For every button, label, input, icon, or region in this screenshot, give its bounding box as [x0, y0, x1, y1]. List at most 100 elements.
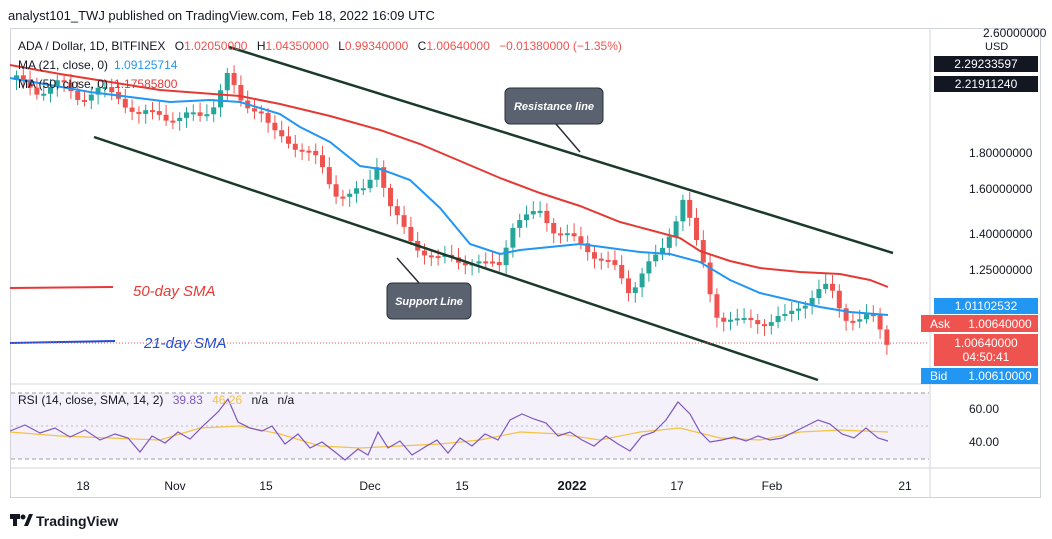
price-tick: 1.60000000 [969, 182, 1033, 196]
time-tick: Dec [359, 479, 380, 493]
candle-body [320, 155, 325, 168]
time-tick-year: 2022 [558, 478, 587, 493]
candle-body [197, 112, 203, 116]
candle-body [605, 259, 611, 262]
candle-body [190, 112, 196, 115]
candle-body [870, 314, 876, 317]
candle-body [707, 262, 713, 295]
candle-body [639, 273, 645, 288]
candle-body [367, 179, 373, 189]
candle-body [816, 289, 822, 299]
time-tick: 17 [670, 479, 684, 493]
candle-body [299, 149, 305, 152]
candle-body [265, 112, 271, 123]
ma21-price-tag [934, 298, 1038, 314]
candle-body [388, 187, 393, 207]
bid-label: Bid [930, 369, 947, 383]
candle-body [680, 199, 686, 222]
candle-body [374, 167, 380, 180]
candle-body [163, 114, 169, 121]
last-price-tag [934, 334, 1038, 366]
candle-body [843, 308, 849, 321]
candle-body [401, 215, 407, 227]
candle-body [204, 114, 210, 117]
candle-body [177, 117, 183, 122]
legend-ma50: MA (50, close, 0) 1.17585800 [18, 77, 178, 91]
candle-body [768, 322, 774, 326]
candle-body [14, 75, 19, 80]
candle-body [612, 260, 618, 265]
candle-body [592, 252, 597, 259]
candle-body [150, 110, 155, 113]
price-tag-dark-2 [934, 76, 1038, 92]
candle-body [292, 143, 298, 150]
rsi-legend: RSI (14, close, SMA, 14, 2) 39.83 46.26 … [18, 393, 295, 407]
ask-label: Ask [930, 317, 951, 331]
time-tick: 18 [76, 479, 90, 493]
candle-body [381, 167, 387, 188]
sma50-legend-line [9, 286, 114, 289]
candle-body [88, 94, 94, 101]
price-tag-dark-1-text: 2.29233597 [954, 57, 1018, 71]
price-tick: 1.80000000 [969, 146, 1033, 160]
candle-body [279, 130, 285, 137]
price-tag-dark-2-text: 2.21911240 [955, 77, 1018, 91]
ma21-line [9, 77, 889, 316]
sma21-annotation: 21-day SMA [143, 335, 227, 352]
bid-value: 1.00610000 [968, 369, 1032, 383]
candle-body [136, 111, 142, 114]
candle-body [435, 256, 441, 259]
candle-body [326, 167, 332, 185]
candle-body [830, 283, 835, 291]
candle-body [143, 110, 149, 114]
candle-body [809, 298, 815, 306]
candle-body [82, 99, 87, 102]
candle-body [544, 210, 550, 224]
resistance-trendline [228, 45, 894, 255]
candle-body [170, 120, 176, 123]
price-tick: 1.40000000 [969, 227, 1033, 241]
candle-body [313, 150, 319, 156]
candle-body [252, 108, 257, 112]
candle-body [564, 233, 570, 236]
candle-body [728, 319, 733, 322]
rsi-line [9, 397, 889, 461]
footer-brand: TradingView [36, 513, 118, 529]
candle-body [102, 87, 108, 90]
candle-body [646, 261, 652, 274]
candle-body [476, 261, 482, 264]
price-tag-dark-1 [934, 56, 1038, 72]
price-tick: 2.60000000 [983, 26, 1047, 40]
candle-body [218, 90, 223, 108]
candle-body [857, 319, 863, 322]
resistance-callout: Resistance line [504, 87, 604, 153]
ask-tag [921, 315, 1038, 332]
candle-body [836, 290, 842, 309]
candle-body [41, 93, 47, 96]
candle-body [68, 82, 74, 92]
ask-value: 1.00640000 [968, 317, 1032, 331]
candle-body [238, 84, 244, 101]
candle-body [490, 261, 495, 264]
candle-body [496, 262, 502, 266]
candle-body [571, 233, 577, 237]
ma21-price-tag-text: 1.01102532 [955, 299, 1018, 313]
candle-body [408, 226, 414, 242]
candle-body [666, 236, 672, 248]
time-tick: 21 [898, 479, 912, 493]
candle-body [721, 317, 727, 322]
candle-body [272, 122, 278, 131]
support-label: Support Line [395, 296, 463, 308]
candle-body [632, 287, 638, 293]
candle-body [558, 233, 563, 236]
candle-body [877, 314, 883, 330]
candle-body [347, 193, 353, 197]
candle-body [27, 79, 33, 88]
time-tick: 15 [259, 479, 273, 493]
candle-body [775, 315, 781, 323]
legend-symbol: ADA / Dollar, 1D, BITFINEX O1.02050000 H… [18, 39, 622, 53]
legend-ma21: MA (21, close, 0) 1.09125714 [18, 58, 178, 72]
candle-body [694, 217, 699, 241]
candle-body [762, 324, 767, 327]
